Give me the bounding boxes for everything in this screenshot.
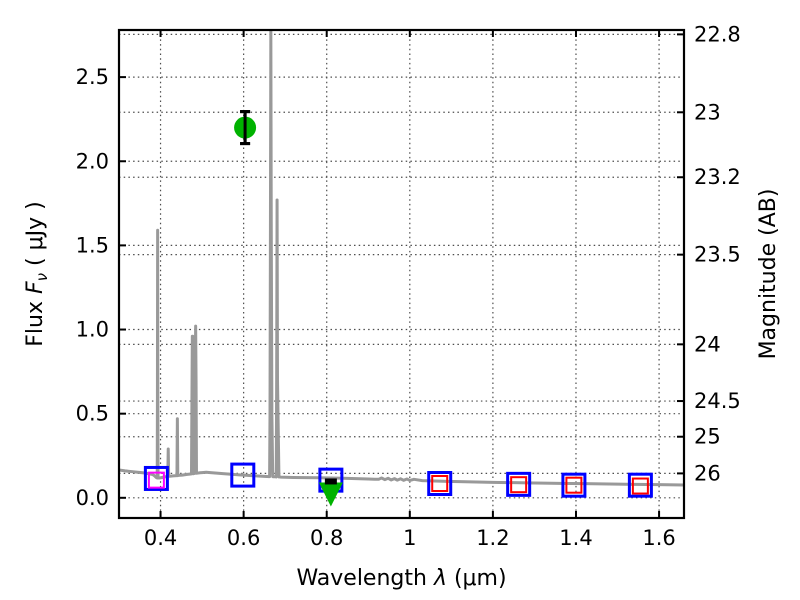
- y-tick-label-right: 23: [694, 100, 721, 124]
- x-tick-label: 1.6: [642, 526, 675, 550]
- axis-titles: Wavelength λ (μm) Flux Fν ( μJy ) Magnitud…: [23, 189, 781, 591]
- upper-limit-marker: [318, 482, 343, 507]
- y-tick-label-left: 2.5: [76, 65, 109, 89]
- y-tick-label-right: 24.5: [694, 389, 741, 413]
- axis-ticks: 0.4 0.6 0.8 1 1.2 1.4 1.6 0.0 0.5 1.0 1.5 2.0 2.5 22.…: [76, 22, 741, 550]
- photometry-marker: [561, 472, 587, 498]
- photometry-marker: [230, 462, 256, 488]
- x-tick-label: 0.8: [310, 526, 343, 550]
- y-tick-label-right: 25: [694, 425, 721, 449]
- y-tick-label-left: 0.0: [76, 486, 109, 510]
- y-tick-label-right: 23.2: [694, 165, 741, 189]
- photometry-marker: [427, 471, 453, 497]
- detection-green-circle: [234, 110, 257, 146]
- photometry-marker: [147, 471, 165, 489]
- y-tick-label-right: 23.5: [694, 243, 741, 267]
- grid-lines: [119, 30, 684, 518]
- photometry-blue-squares: [143, 462, 653, 498]
- model-red-squares: [431, 475, 649, 495]
- y-axis-title-right: Magnitude (AB): [756, 189, 781, 360]
- y-tick-label-left: 1.0: [76, 318, 109, 342]
- photometry-marker: [510, 476, 528, 494]
- photometry-marker: [627, 472, 653, 498]
- axes-frame: [117, 28, 686, 520]
- y-tick-label-left: 1.5: [76, 233, 109, 257]
- plot-background: [119, 30, 684, 518]
- y-tick-label-right: 26: [694, 461, 721, 485]
- y-tick-label-left: 2.0: [76, 149, 109, 173]
- x-axis-title: Wavelength λ (μm): [296, 566, 506, 591]
- x-tick-label: 1.4: [559, 526, 592, 550]
- upper-limit-green-triangle: [318, 478, 343, 507]
- y-tick-label-left: 0.5: [76, 402, 109, 426]
- data-layer: [119, 30, 684, 507]
- photometry-marker: [143, 465, 169, 491]
- x-tick-label: 0.6: [227, 526, 260, 550]
- photometry-marker: [431, 475, 449, 493]
- photometry-marker: [631, 477, 649, 495]
- y-tick-label-right: 24: [694, 332, 721, 356]
- model-magenta-square: [147, 471, 165, 489]
- x-tick-label: 1: [403, 526, 416, 550]
- photometry-marker: [565, 476, 583, 494]
- y-tick-label-right: 22.8: [694, 22, 741, 46]
- photometry-marker: [506, 471, 532, 497]
- y-axis-title-left: Flux Fν ( μJy ): [23, 201, 51, 346]
- spectrum-line: [119, 30, 684, 487]
- x-tick-label: 1.2: [476, 526, 509, 550]
- upper-limit-bar: [324, 478, 337, 485]
- x-tick-label: 0.4: [144, 526, 177, 550]
